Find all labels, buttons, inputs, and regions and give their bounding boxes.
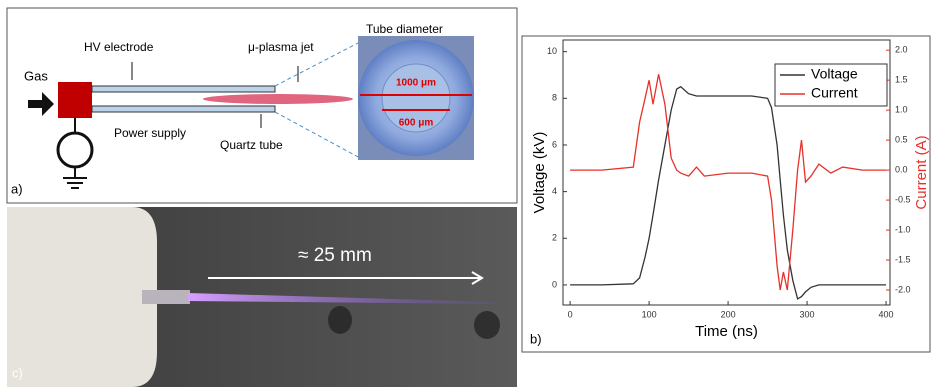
- panel-label: a): [11, 181, 23, 196]
- dimension-line: [360, 94, 472, 111]
- x-tick-label: 0: [568, 309, 573, 319]
- shadow: [328, 306, 352, 334]
- x-tick-label: 200: [721, 309, 736, 319]
- panel-c: ≈ 25 mm c): [7, 207, 517, 387]
- label: Gas: [24, 68, 48, 83]
- legend-label: Voltage: [811, 66, 858, 82]
- electrode-block: [58, 82, 92, 118]
- plasma: [188, 293, 495, 304]
- legend-box: [774, 63, 888, 107]
- panel-a: Gas HV electrode μ-plasma jet Tube diame…: [6, 7, 518, 204]
- shadow: [474, 311, 500, 339]
- label: Quartz tube: [220, 138, 283, 152]
- nozzle: [7, 207, 157, 387]
- plasma-jet: [203, 94, 353, 104]
- panel-label: c): [12, 365, 23, 380]
- y-tick-label: 8: [552, 93, 557, 103]
- x-axis-label: Time (ns): [695, 323, 758, 340]
- plot-frame: [562, 39, 891, 306]
- y2-tick-label: 0.0: [895, 164, 908, 174]
- x-tick-label: 300: [800, 309, 815, 319]
- y2-tick-label: 1.5: [895, 75, 908, 85]
- y2-tick-label: 1.0: [895, 105, 908, 115]
- line-series: [570, 74, 887, 291]
- y2-tick-label: -1.5: [895, 254, 911, 264]
- label: 600 μm: [399, 118, 434, 129]
- y-tick-label: 10: [547, 46, 557, 56]
- label: ≈ 25 mm: [298, 245, 372, 266]
- y-tick-label: 4: [552, 186, 557, 196]
- x-tick-label: 400: [879, 309, 894, 319]
- pointer: [131, 62, 299, 128]
- tube-wall: [91, 105, 276, 113]
- line-series: [570, 85, 887, 300]
- label: μ-plasma jet: [248, 40, 314, 54]
- y-tick-label: 2: [552, 233, 557, 243]
- label: HV electrode: [84, 40, 154, 54]
- gas-arrow: [28, 92, 54, 116]
- label: 1000 μm: [396, 78, 436, 89]
- panel-label: b): [530, 331, 542, 346]
- y2-tick-label: -2.0: [895, 284, 911, 294]
- length-arrow: [208, 271, 484, 285]
- x-tick-label: 100: [642, 309, 657, 319]
- tube-inner: [381, 63, 451, 133]
- y2-tick-label: 0.5: [895, 134, 908, 144]
- y2-tick-label: -1.0: [895, 224, 911, 234]
- tube-wall: [91, 85, 276, 93]
- y2-tick-label: -0.5: [895, 194, 911, 204]
- capillary: [142, 290, 190, 304]
- y2-tick-label: 2.0: [895, 45, 908, 55]
- label: Tube diameter: [366, 22, 443, 36]
- ground: [63, 177, 87, 189]
- y-axis-label: Voltage (kV): [531, 132, 548, 214]
- zoom-line: [274, 41, 361, 159]
- y-tick-label: 0: [552, 279, 557, 289]
- y-tick-label: 6: [552, 139, 557, 149]
- y2-axis-label: Current (A): [913, 135, 930, 209]
- legend-label: Current: [811, 85, 858, 101]
- label: Power supply: [114, 126, 186, 140]
